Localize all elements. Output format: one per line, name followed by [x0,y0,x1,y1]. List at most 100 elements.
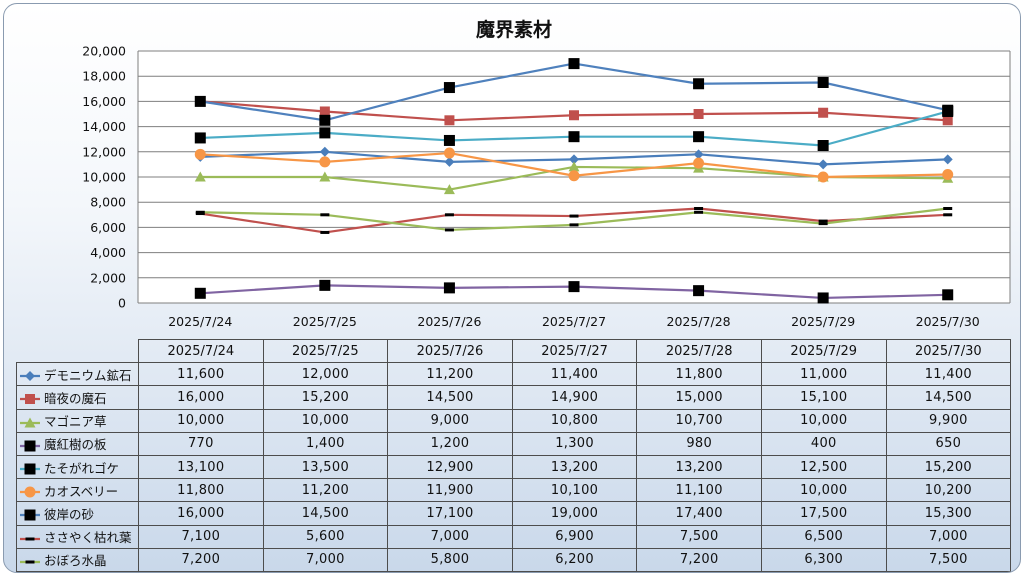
table-cell: 11,800 [138,478,264,503]
y-tick-label: 10,000 [82,170,126,185]
data-point [693,157,705,169]
data-point [444,228,454,232]
table-cell: 10,100 [511,478,638,503]
table-cell: 12,900 [387,454,513,480]
data-point [443,82,455,94]
x-tick-label: 2025/7/29 [791,314,855,329]
legend-entry: ささやく枯れ葉 [16,524,139,549]
table-cell: 16,000 [138,385,264,410]
table-cell: 7,200 [138,547,264,572]
x-tick-label: 2025/7/26 [417,314,481,329]
series-group [194,147,954,183]
table-cell: 11,000 [760,362,887,387]
data-point [818,107,829,118]
table-cell: 10,000 [760,478,887,503]
y-tick-label: 4,000 [90,245,126,260]
legend-key-icon [20,560,40,564]
data-point [569,214,579,218]
data-point [195,210,205,214]
data-point [444,213,454,217]
table-cell: 11,200 [387,362,513,387]
series-group [194,279,954,304]
data-point [25,560,35,564]
data-point [194,287,206,299]
data-point [569,154,579,165]
table-cell: 17,100 [387,501,513,526]
table-cell: 11,200 [262,478,389,503]
y-tick-label: 16,000 [82,94,126,109]
table-row: カオスベリー 11,800 11,200 11,900 10,100 11,100 10,0… [16,478,1012,503]
table-body: デモニウム鉱石 11,600 12,000 11,200 11,400 11,800 11,… [16,362,1012,572]
data-point [942,289,954,301]
table-cell: 7,200 [636,547,762,572]
legend-label: 魔紅樹の板 [44,437,107,453]
data-point [568,170,580,182]
data-point [24,440,36,452]
table-corner [16,339,139,364]
table-cell: 12,000 [262,362,389,387]
table-cell: 1,400 [262,431,389,456]
table-cell: 14,500 [387,385,513,410]
legend-key-icon [20,509,40,521]
table-cell: 17,400 [636,501,762,526]
table-cell: 10,200 [885,478,1012,503]
chart-container: 魔界素材 0 2,000 4,000 6,000 8,000 10,000 12,000 14… [3,3,1021,573]
table-cell: 9,000 [387,408,513,433]
data-point [693,131,705,143]
data-point [568,281,580,293]
y-tick-label: 6,000 [90,220,126,235]
legend-label: マゴニア草 [44,414,107,430]
legend-label: おぼろ水晶 [44,553,107,569]
table-cell: 15,300 [885,501,1012,526]
data-point [24,509,36,521]
table-header-row: 2025/7/24 2025/7/25 2025/7/26 2025/7/27 2025… [16,338,1012,364]
x-tick-label: 2025/7/28 [667,314,731,329]
data-point [942,168,954,180]
legend-entry: 暗夜の魔石 [16,385,139,410]
table-cell: 17,500 [760,501,887,526]
y-axis: 0 2,000 4,000 6,000 8,000 10,000 12,000 14,000 1… [82,44,1011,311]
legend-entry: 魔紅樹の板 [16,431,139,456]
data-point [319,127,331,139]
table-column-header: 2025/7/27 [511,338,638,364]
table-cell: 10,800 [511,408,638,433]
data-point [24,463,36,475]
legend-label: 暗夜の魔石 [44,390,107,406]
legend-label: 彼岸の砂 [44,506,95,522]
data-point [568,131,580,143]
table-cell: 14,500 [885,385,1012,410]
table-cell: 5,800 [387,547,513,572]
table-cell: 13,200 [511,454,638,480]
data-point [320,230,330,234]
x-tick-label: 2025/7/27 [542,314,606,329]
data-point [693,78,705,90]
table-row: たそがれゴケ 13,100 13,500 12,900 13,200 13,200 12,5… [16,454,1012,480]
table-cell: 5,600 [262,524,389,549]
y-tick-label: 14,000 [82,119,126,134]
table-cell: 14,900 [511,385,638,410]
table-cell: 14,500 [262,501,389,526]
table-column-header: 2025/7/24 [138,338,264,364]
table-cell: 11,100 [636,478,762,503]
legend-label: ささやく枯れ葉 [44,530,132,546]
table-cell: 6,200 [511,547,638,572]
legend-key-icon [20,371,40,382]
data-point [694,207,704,210]
legend-entry: たそがれゴケ [16,454,139,480]
data-point [443,147,455,159]
table-cell: 10,700 [636,408,762,433]
data-point [942,104,954,116]
data-point [817,140,829,151]
data-point [319,279,331,291]
table-cell: 19,000 [511,501,638,526]
y-tick-label: 20,000 [82,44,126,59]
table-cell: 15,200 [262,385,389,410]
table-cell: 7,500 [885,547,1012,572]
legend-entry: 彼岸の砂 [16,501,139,526]
data-point [25,371,35,382]
data-point [818,219,828,223]
data-point [25,537,35,541]
table-cell: 16,000 [138,501,264,526]
table-cell: 11,400 [511,362,638,387]
data-point [194,148,206,160]
